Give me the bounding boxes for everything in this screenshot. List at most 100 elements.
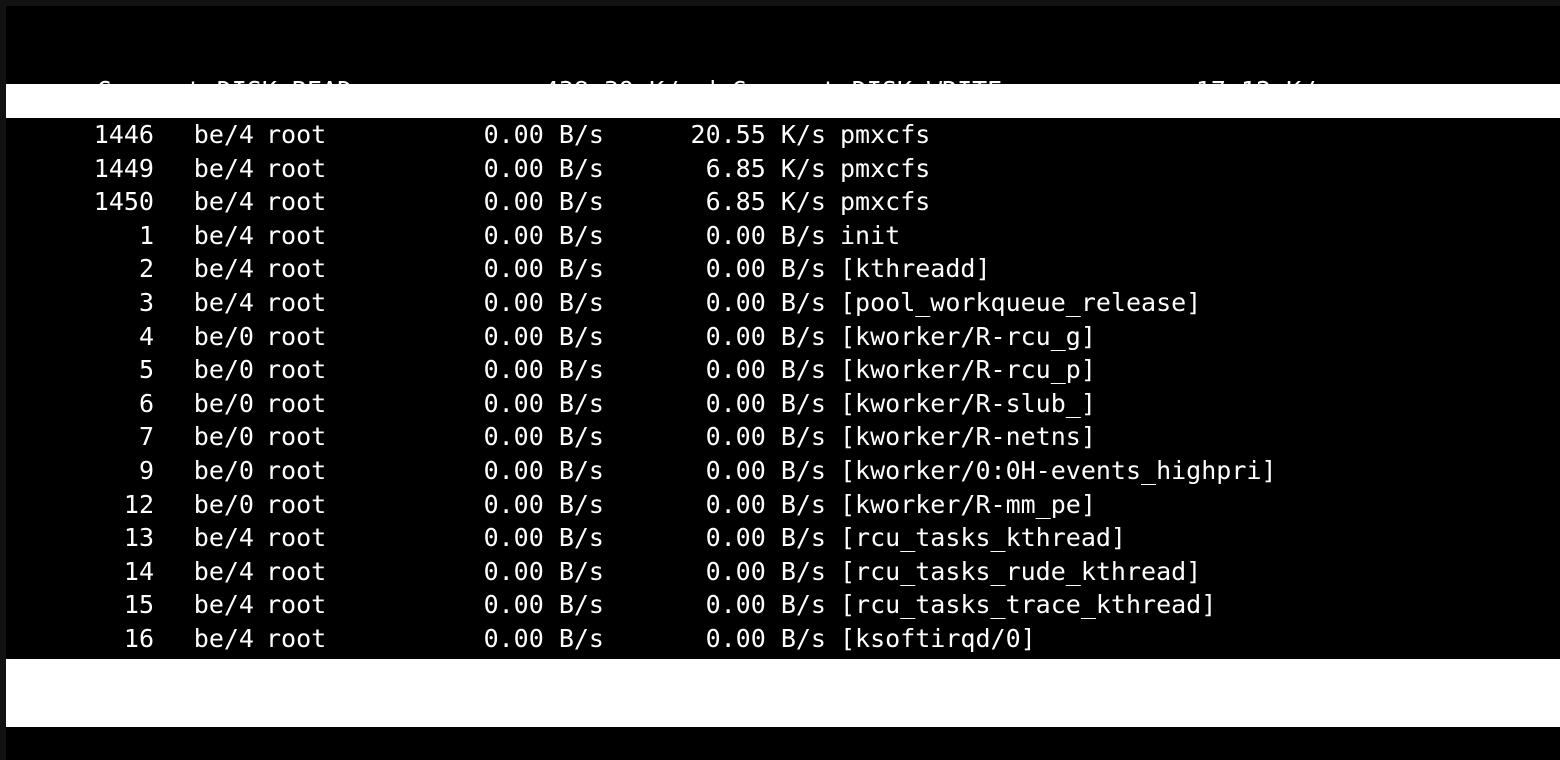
row-tid: 1449 — [93, 153, 154, 183]
table-row[interactable]: 1450 be/4 root 0.00 B/s 6.85 K/s pmxcfs — [6, 185, 1560, 220]
row-user: root — [266, 590, 327, 620]
row-disk-read: 0.00 B/s — [483, 388, 604, 418]
row-disk-write: 6.85 K/s — [705, 187, 826, 217]
row-disk-read: 0.00 B/s — [483, 220, 604, 250]
row-user: root — [266, 254, 327, 284]
row-disk-write: 0.00 B/s — [705, 355, 826, 385]
row-command: [kworker/R-mm_pe] — [840, 489, 1096, 519]
row-disk-write: 0.00 B/s — [705, 422, 826, 452]
row-prio: be/4 — [193, 556, 254, 586]
row-command: [rcu_tasks_rude_kthread] — [840, 556, 1202, 586]
row-disk-write: 0.00 B/s — [705, 489, 826, 519]
row-prio: be/0 — [193, 321, 254, 351]
row-disk-write: 0.00 B/s — [705, 523, 826, 553]
row-disk-read: 0.00 B/s — [483, 590, 604, 620]
row-command: [ksoftirqd/0] — [840, 624, 1036, 653]
table-row[interactable]: 1 be/4 root 0.00 B/s 0.00 B/s init — [6, 218, 1560, 253]
row-disk-read: 0.00 B/s — [483, 624, 604, 653]
row-disk-read: 0.00 B/s — [483, 422, 604, 452]
row-disk-read: 0.00 B/s — [483, 120, 604, 149]
row-disk-write: 0.00 B/s — [705, 321, 826, 351]
row-disk-read: 0.00 B/s — [483, 321, 604, 351]
table-row[interactable]: 2 be/4 root 0.00 B/s 0.00 B/s [kthreadd] — [6, 252, 1560, 287]
footer-sort-line: sort:r: ascleft: DISK READright: COMMAND… — [6, 693, 1560, 758]
row-user: root — [266, 153, 327, 183]
row-prio: be/4 — [193, 120, 254, 149]
row-disk-write: 0.00 B/s — [705, 388, 826, 418]
table-row[interactable]: 5 be/0 root 0.00 B/s 0.00 B/s [kworker/R-rcu_… — [6, 353, 1560, 388]
row-tid: 4 — [138, 321, 154, 351]
row-user: root — [266, 355, 327, 385]
table-row[interactable]: 1446 be/4 root 0.00 B/s 20.55 K/s pmxcfs — [6, 118, 1560, 152]
row-tid: 1450 — [93, 187, 154, 217]
row-prio: be/0 — [193, 355, 254, 385]
table-row[interactable]: 14 be/4 root 0.00 B/s 0.00 B/s [rcu_tasks_rud… — [6, 554, 1560, 589]
row-user: root — [266, 523, 327, 553]
row-user: root — [266, 120, 327, 149]
row-tid: 14 — [123, 556, 154, 586]
row-disk-write: 0.00 B/s — [705, 456, 826, 485]
row-prio: be/0 — [193, 422, 254, 452]
row-prio: be/0 — [193, 456, 254, 485]
row-prio: be/4 — [193, 523, 254, 553]
row-tid: 1 — [138, 220, 154, 250]
row-disk-write: 0.00 B/s — [705, 556, 826, 586]
table-row[interactable]: 1449 be/4 root 0.00 B/s 6.85 K/s pmxcfs — [6, 151, 1560, 186]
table-row[interactable]: 9 be/0 root 0.00 B/s 0.00 B/s [kworker/0:0H-e… — [6, 454, 1560, 488]
table-row[interactable]: 12 be/0 root 0.00 B/s 0.00 B/s [kworker/R-mm_… — [6, 487, 1560, 522]
row-command: init — [840, 220, 901, 250]
row-tid: 9 — [138, 456, 154, 485]
row-command: pmxcfs — [840, 120, 931, 149]
table-row[interactable]: 15 be/4 root 0.00 B/s 0.00 B/s [rcu_tasks_tra… — [6, 588, 1560, 623]
row-user: root — [266, 422, 327, 452]
summary-line-current: Current DISK READ:438.39 K/s|Current DIS… — [6, 40, 1560, 105]
row-disk-write: 0.00 B/s — [705, 624, 826, 653]
table-row[interactable]: 6 be/0 root 0.00 B/s 0.00 B/s [kworker/R-slub… — [6, 386, 1560, 421]
row-user: root — [266, 321, 327, 351]
table-row[interactable]: 16 be/4 root 0.00 B/s 0.00 B/s [ksoftirqd/0] — [6, 622, 1560, 656]
row-disk-write: 0.00 B/s — [705, 254, 826, 284]
row-tid: 3 — [138, 288, 154, 317]
row-disk-write: 0.00 B/s — [705, 220, 826, 250]
table-row[interactable]: 3 be/4 root 0.00 B/s 0.00 B/s [pool_workqueue… — [6, 286, 1560, 320]
row-command: [kworker/R-rcu_g] — [840, 321, 1096, 351]
row-command: [kworker/R-slub_] — [840, 388, 1096, 418]
row-tid: 16 — [123, 624, 154, 653]
row-command: [kworker/R-netns] — [840, 422, 1096, 452]
row-tid: 1446 — [93, 120, 154, 149]
row-prio: be/4 — [193, 220, 254, 250]
row-command: [pool_workqueue_release] — [840, 288, 1202, 317]
row-tid: 2 — [138, 254, 154, 284]
table-row[interactable]: 13 be/4 root 0.00 B/s 0.00 B/s [rcu_tasks_kth… — [6, 521, 1560, 556]
row-disk-read: 0.00 B/s — [483, 288, 604, 317]
row-user: root — [266, 489, 327, 519]
row-disk-read: 0.00 B/s — [483, 556, 604, 586]
row-tid: 12 — [123, 489, 154, 519]
row-prio: be/0 — [193, 489, 254, 519]
row-tid: 7 — [138, 422, 154, 452]
row-command: [kworker/0:0H-events_highpri] — [840, 456, 1277, 485]
row-user: root — [266, 187, 327, 217]
row-prio: be/4 — [193, 153, 254, 183]
row-tid: 6 — [138, 388, 154, 418]
row-user: root — [266, 456, 327, 485]
row-command: [rcu_tasks_trace_kthread] — [840, 590, 1217, 620]
row-disk-write: 6.85 K/s — [705, 153, 826, 183]
row-disk-write: 0.00 B/s — [705, 590, 826, 620]
status-message-line: CONFIG_TASK_DELAY_ACCT and kernel.task_d… — [6, 727, 1560, 760]
row-prio: be/4 — [193, 254, 254, 284]
row-disk-read: 0.00 B/s — [483, 254, 604, 284]
row-tid: 13 — [123, 523, 154, 553]
row-disk-read: 0.00 B/s — [483, 523, 604, 553]
table-row[interactable]: 7 be/0 root 0.00 B/s 0.00 B/s [kworker/R-netn… — [6, 420, 1560, 455]
footer-keys-line: keys:any: refreshq: quiti: ioniceo: acti… — [6, 659, 1560, 724]
row-tid: 5 — [138, 355, 154, 385]
row-command: pmxcfs — [840, 187, 931, 217]
row-prio: be/4 — [193, 624, 254, 653]
iotop-screen: Total DISK READ:0.00 B/s|Total DISK WRIT… — [6, 6, 1560, 760]
row-command: [kworker/R-rcu_p] — [840, 355, 1096, 385]
row-user: root — [266, 556, 327, 586]
row-disk-read: 0.00 B/s — [483, 489, 604, 519]
row-tid: 15 — [123, 590, 154, 620]
table-row[interactable]: 4 be/0 root 0.00 B/s 0.00 B/s [kworker/R-rcu_… — [6, 319, 1560, 354]
